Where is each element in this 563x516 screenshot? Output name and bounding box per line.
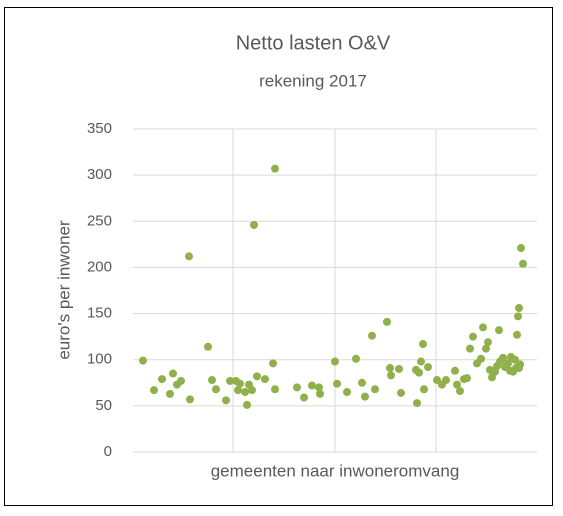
point — [177, 376, 185, 385]
point — [383, 317, 391, 326]
point — [417, 357, 425, 366]
point — [253, 372, 261, 381]
point — [513, 330, 521, 339]
point — [463, 374, 471, 383]
chart-frame — [4, 7, 553, 506]
y-tick-label: 50 — [95, 397, 112, 414]
y-tick-label: 150 — [87, 305, 112, 322]
point — [515, 364, 523, 373]
point — [271, 385, 279, 394]
point — [343, 388, 351, 397]
point — [236, 379, 244, 388]
y-tick-label: 300 — [87, 166, 112, 183]
y-tick-label: 0 — [104, 443, 112, 460]
y-tick-label: 350 — [87, 120, 112, 137]
point — [166, 389, 174, 398]
point — [456, 387, 464, 396]
point — [316, 389, 324, 398]
point — [453, 380, 461, 389]
point — [331, 357, 339, 366]
point — [469, 332, 477, 341]
point — [243, 400, 251, 409]
point — [424, 363, 432, 372]
point — [234, 386, 242, 395]
point — [169, 369, 177, 378]
point — [371, 385, 379, 394]
point — [466, 344, 474, 353]
point — [241, 388, 249, 397]
x-axis-label: gemeenten naar inwoneromvang — [211, 461, 460, 480]
point — [250, 220, 258, 229]
point — [387, 371, 395, 380]
point — [477, 354, 485, 363]
point — [333, 379, 341, 388]
point — [397, 388, 405, 397]
point — [515, 304, 523, 313]
point — [212, 385, 220, 394]
point — [222, 396, 230, 405]
y-axis-label: euro's per inwoner — [54, 220, 73, 360]
y-tick-label: 100 — [87, 351, 112, 368]
point — [248, 386, 256, 395]
point — [386, 364, 394, 373]
chart-subtitle: rekening 2017 — [259, 71, 367, 90]
point — [482, 344, 490, 353]
point — [185, 252, 193, 261]
point — [495, 326, 503, 335]
point — [395, 364, 403, 373]
point — [139, 356, 147, 365]
point — [261, 375, 269, 384]
point — [315, 383, 323, 392]
chart-title: Netto lasten O&V — [236, 32, 391, 54]
point — [293, 383, 301, 392]
point — [517, 244, 525, 253]
point — [504, 359, 512, 368]
point — [308, 381, 316, 390]
point — [413, 399, 421, 408]
y-tick-label: 250 — [87, 212, 112, 229]
point — [226, 376, 234, 385]
point — [352, 354, 360, 363]
point — [208, 376, 216, 385]
point — [499, 353, 507, 362]
point — [204, 342, 212, 351]
point — [271, 164, 279, 173]
point — [419, 340, 427, 349]
point — [451, 366, 459, 375]
point — [361, 392, 369, 401]
y-tick-label: 200 — [87, 258, 112, 275]
point — [368, 331, 376, 340]
point — [479, 323, 487, 332]
point — [442, 376, 450, 385]
point — [158, 375, 166, 384]
point — [186, 395, 194, 404]
point — [484, 338, 492, 347]
point — [300, 393, 308, 402]
point — [519, 259, 527, 268]
point — [358, 378, 366, 387]
point — [514, 312, 522, 321]
point — [420, 385, 428, 394]
point — [415, 368, 423, 377]
point — [150, 386, 158, 395]
point — [269, 359, 277, 368]
